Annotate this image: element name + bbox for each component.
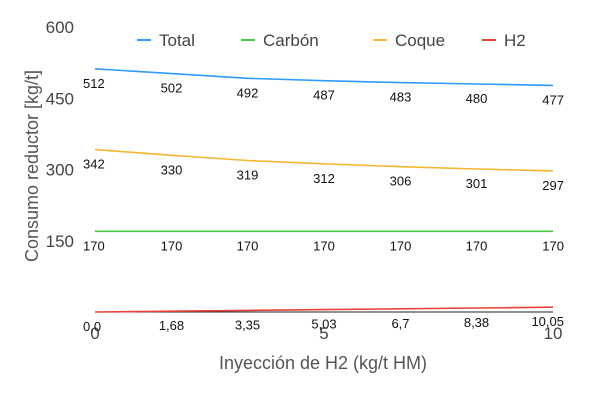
data-label-h2-5: 8,38: [464, 315, 489, 330]
y-tick-label-450: 450: [46, 89, 74, 108]
data-label-h2-3: 5,03: [311, 317, 336, 332]
data-label-coque-4: 306: [390, 174, 412, 189]
data-label-carbon-6: 170: [542, 238, 564, 253]
data-label-carbon-0: 170: [83, 238, 105, 253]
data-label-coque-2: 319: [237, 167, 259, 182]
y-tick-label-600: 600: [46, 18, 74, 37]
series-lines: [94, 68, 554, 313]
data-label-coque-0: 342: [83, 157, 105, 172]
data-label-total-6: 477: [542, 92, 564, 107]
legend-label-h2: H2: [504, 31, 526, 50]
y-tick-label-150: 150: [46, 232, 74, 251]
data-label-carbon-3: 170: [313, 238, 335, 253]
legend-label-total: Total: [159, 31, 195, 50]
data-label-total-3: 487: [313, 88, 335, 103]
data-label-carbon-2: 170: [237, 238, 259, 253]
data-label-carbon-4: 170: [390, 238, 412, 253]
x-tick-label-10: 10: [544, 324, 563, 343]
data-label-h2-2: 3,35: [235, 317, 260, 332]
data-label-total-1: 502: [161, 81, 183, 96]
series-line-h2: [94, 306, 554, 313]
data-label-total-5: 480: [466, 91, 488, 106]
legend: Total Carbón Coque H2: [137, 31, 526, 50]
data-label-coque-3: 312: [313, 171, 335, 186]
legend-label-coque: Coque: [395, 31, 445, 50]
y-tick-label-300: 300: [46, 161, 74, 180]
data-label-total-4: 483: [390, 90, 412, 105]
legend-label-carbon: Carbón: [263, 31, 319, 50]
x-axis-title: Inyección de H2 (kg/t HM): [219, 353, 427, 373]
y-tick-labels: 150 300 450 600: [46, 18, 74, 251]
data-label-h2-6: 10,05: [531, 314, 564, 329]
data-label-carbon-1: 170: [161, 238, 183, 253]
data-label-total-2: 492: [237, 85, 259, 100]
data-label-h2-4: 6,7: [391, 316, 409, 331]
data-label-h2-0: 0,0: [83, 319, 101, 334]
x-tick-label-0: 0: [90, 324, 99, 343]
x-tick-label-5: 5: [319, 324, 328, 343]
data-label-total-0: 512: [83, 76, 105, 91]
data-label-coque-6: 297: [542, 178, 564, 193]
y-axis-title: Consumo reductor [kg/t]: [22, 70, 42, 262]
x-tick-labels: 0 5 10: [90, 324, 562, 343]
data-label-coque-5: 301: [466, 176, 488, 191]
data-label-h2-1: 1,68: [159, 318, 184, 333]
data-label-coque-1: 330: [161, 162, 183, 177]
data-labels: 512 502 492 487 483 480 477 170 170 170 170 170 170 1…: [83, 76, 564, 334]
series-line-coque: [94, 148, 554, 172]
data-label-carbon-5: 170: [466, 238, 488, 253]
series-line-total: [94, 68, 554, 87]
